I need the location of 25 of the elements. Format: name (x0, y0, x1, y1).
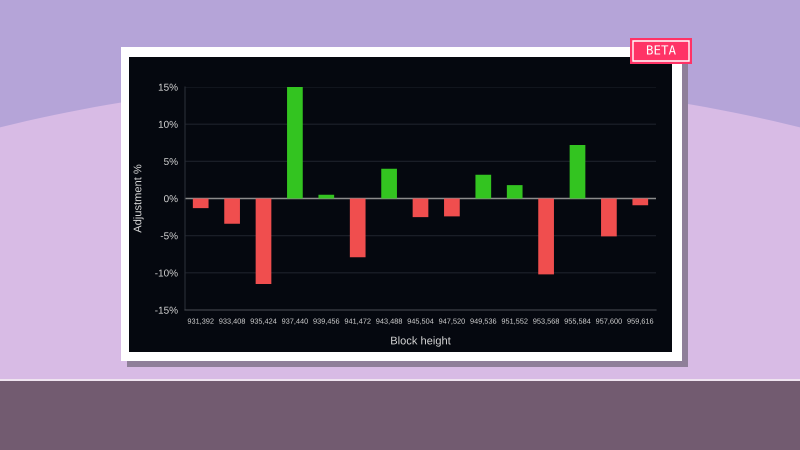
bar (224, 198, 240, 224)
bar (412, 198, 428, 218)
y-tick-label: -5% (160, 232, 178, 240)
y-tick-label: -10% (155, 269, 178, 277)
y-tick-label: 5% (164, 158, 178, 166)
bar (287, 87, 303, 198)
y-tick-label: -15% (155, 306, 178, 314)
bar (475, 174, 492, 198)
bar (570, 144, 586, 198)
y-axis-title: Adjustment % (133, 164, 144, 233)
bar (632, 198, 648, 206)
text: BETA (646, 45, 676, 54)
y-tick-label: 15% (158, 84, 178, 91)
bar (318, 194, 334, 198)
x-axis-title: Block height (391, 336, 451, 347)
bar (601, 198, 617, 236)
y-tick-label: 10% (158, 120, 178, 128)
bar (350, 198, 366, 258)
bar (381, 168, 397, 198)
bar (192, 198, 209, 208)
bar (256, 198, 272, 284)
bar (506, 185, 523, 198)
y-tick-label: 0% (164, 195, 178, 202)
bar (444, 198, 460, 216)
bar (538, 198, 554, 274)
